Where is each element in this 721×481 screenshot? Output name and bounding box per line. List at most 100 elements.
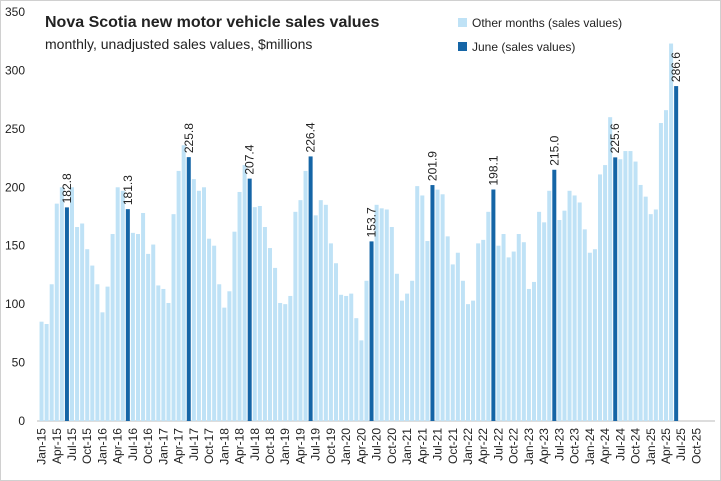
x-tick-label: Oct-24 [629, 428, 643, 464]
bar [257, 205, 262, 421]
bar [658, 123, 663, 421]
x-tick-label: Oct-22 [507, 428, 521, 464]
x-tick-label: Apr-21 [415, 428, 429, 464]
bar [420, 195, 425, 421]
data-label: 215.0 [547, 135, 561, 165]
bar [232, 231, 237, 421]
bar [572, 195, 577, 421]
x-tick-label: Apr-22 [476, 428, 490, 464]
x-tick-label: Jul-19 [309, 428, 323, 461]
bar [400, 300, 404, 421]
x-tick-label: Oct-15 [80, 428, 94, 464]
x-tick-label: Jan-21 [400, 428, 414, 465]
bar [227, 291, 232, 421]
bar [181, 145, 186, 421]
bar [537, 211, 542, 421]
bar [100, 312, 105, 421]
bar [430, 185, 435, 421]
bar [293, 211, 298, 421]
x-tick-label: Jan-18 [217, 428, 231, 465]
bar [618, 159, 623, 422]
bar [278, 302, 283, 421]
x-tick-label: Apr-23 [537, 428, 551, 464]
x-tick-label: Jul-22 [491, 428, 505, 461]
x-tick-label: Jan-20 [339, 428, 353, 465]
bar [171, 214, 176, 421]
bar [532, 281, 536, 421]
bar [120, 190, 125, 421]
bar [283, 304, 288, 421]
y-tick-label: 100 [5, 297, 25, 311]
bar [369, 241, 374, 421]
bar [318, 200, 323, 421]
bar [608, 117, 613, 422]
bar [328, 243, 333, 421]
bar [501, 234, 506, 421]
x-tick-label: Jan-17 [156, 428, 170, 465]
bar [136, 234, 140, 421]
bar [491, 189, 496, 421]
bar [638, 184, 643, 421]
bar [410, 280, 415, 421]
bar [445, 236, 450, 421]
bar [344, 295, 349, 421]
bar [435, 189, 440, 421]
bar [70, 187, 74, 421]
bar [349, 293, 354, 421]
bar [90, 265, 95, 421]
bar [49, 284, 54, 421]
bar [217, 284, 222, 421]
x-tick-label: Jan-16 [95, 428, 109, 465]
legend-swatch [458, 18, 467, 27]
bar [156, 285, 161, 421]
bar [598, 174, 602, 421]
bar [247, 178, 252, 421]
bar [394, 273, 399, 421]
bar [44, 324, 49, 421]
bar [161, 288, 166, 421]
data-label: 201.9 [425, 151, 439, 181]
data-label: 182.8 [60, 173, 74, 203]
bar [440, 194, 445, 421]
bar [628, 151, 633, 421]
bar [273, 267, 278, 421]
bar [298, 200, 303, 421]
x-tick-label: Jul-23 [552, 428, 566, 461]
bar [521, 242, 526, 421]
x-tick-label: Jan-23 [522, 428, 536, 465]
x-tick-label: Jan-25 [644, 428, 658, 465]
bar [222, 307, 227, 421]
y-tick-label: 150 [5, 239, 25, 253]
bar [496, 245, 501, 421]
bar [64, 207, 69, 421]
chart-title: Nova Scotia new motor vehicle sales valu… [45, 14, 379, 31]
bar [466, 304, 470, 421]
bar [577, 202, 582, 421]
bar [567, 190, 572, 421]
legend-label: Other months (sales values) [472, 16, 622, 30]
x-tick-label: Jul-25 [674, 428, 688, 461]
bar [54, 203, 59, 421]
bar [516, 234, 521, 421]
bar [303, 170, 308, 421]
bar [176, 170, 181, 421]
bar [212, 245, 217, 421]
bar [207, 238, 212, 421]
bar [313, 215, 318, 421]
data-label: 226.4 [304, 122, 318, 152]
data-label: 286.6 [669, 52, 683, 82]
bar [613, 157, 618, 421]
bar [460, 280, 465, 421]
y-tick-label: 0 [18, 414, 25, 428]
y-tick-label: 350 [5, 5, 25, 19]
x-tick-label: Apr-19 [293, 428, 307, 464]
bar [664, 110, 668, 421]
bar [476, 243, 481, 421]
y-tick-label: 200 [5, 180, 25, 194]
bar [166, 302, 171, 421]
bar [552, 169, 557, 421]
data-label: 153.7 [365, 207, 379, 237]
x-tick-label: Oct-23 [568, 428, 582, 464]
x-tick-label: Apr-24 [598, 428, 612, 464]
bar [339, 294, 344, 421]
